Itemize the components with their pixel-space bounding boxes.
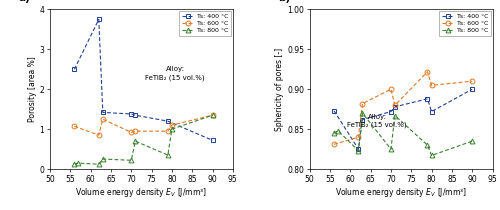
Ts: 400 °C: (79, 1.2): 400 °C: (79, 1.2) — [165, 120, 171, 122]
Line: Ts: 800 °C: Ts: 800 °C — [72, 113, 215, 167]
Ts: 800 °C: (56, 0.13): 800 °C: (56, 0.13) — [72, 163, 78, 165]
Ts: 600 °C: (62, 0.84): 600 °C: (62, 0.84) — [356, 136, 362, 138]
Line: Ts: 600 °C: Ts: 600 °C — [72, 113, 215, 138]
Ts: 800 °C: (71, 0.867): 800 °C: (71, 0.867) — [392, 114, 398, 117]
Ts: 400 °C: (70, 1.38): 400 °C: (70, 1.38) — [128, 113, 134, 115]
Ts: 400 °C: (70, 0.872): 400 °C: (70, 0.872) — [388, 110, 394, 113]
Ts: 400 °C: (79, 0.888): 400 °C: (79, 0.888) — [424, 98, 430, 100]
Y-axis label: Porosity [area %]: Porosity [area %] — [28, 56, 37, 122]
Ts: 600 °C: (63, 1.25): 600 °C: (63, 1.25) — [100, 118, 106, 121]
Ts: 800 °C: (57, 0.848): 800 °C: (57, 0.848) — [335, 130, 341, 132]
Ts: 800 °C: (80, 0.817): 800 °C: (80, 0.817) — [428, 154, 434, 157]
Ts: 400 °C: (56, 0.873): 400 °C: (56, 0.873) — [331, 110, 337, 112]
Ts: 400 °C: (63, 1.42): 400 °C: (63, 1.42) — [100, 111, 106, 114]
Ts: 600 °C: (56, 0.831): 600 °C: (56, 0.831) — [331, 143, 337, 146]
Legend: Ts: 400 °C, Ts: 600 °C, Ts: 800 °C: Ts: 400 °C, Ts: 600 °C, Ts: 800 °C — [439, 11, 490, 35]
Ts: 600 °C: (80, 0.905): 600 °C: (80, 0.905) — [428, 84, 434, 87]
Ts: 800 °C: (62, 0.12): 800 °C: (62, 0.12) — [96, 163, 102, 165]
Ts: 400 °C: (63, 0.862): 400 °C: (63, 0.862) — [360, 118, 366, 121]
Ts: 800 °C: (63, 0.25): 800 °C: (63, 0.25) — [100, 158, 106, 160]
Text: Alloy:
FeTiB₂ (15 vol.%): Alloy: FeTiB₂ (15 vol.%) — [348, 114, 407, 129]
Ts: 600 °C: (79, 0.922): 600 °C: (79, 0.922) — [424, 70, 430, 73]
Line: Ts: 400 °C: Ts: 400 °C — [332, 87, 474, 152]
Line: Ts: 600 °C: Ts: 600 °C — [332, 69, 474, 147]
Ts: 800 °C: (90, 0.835): 800 °C: (90, 0.835) — [469, 140, 475, 142]
Ts: 600 °C: (90, 1.35): 600 °C: (90, 1.35) — [210, 114, 216, 116]
Ts: 600 °C: (71, 0.88): 600 °C: (71, 0.88) — [392, 104, 398, 106]
Ts: 600 °C: (62, 0.85): 600 °C: (62, 0.85) — [96, 134, 102, 136]
Line: Ts: 400 °C: Ts: 400 °C — [72, 17, 215, 143]
Text: a): a) — [19, 0, 31, 3]
Ts: 400 °C: (56, 2.5): 400 °C: (56, 2.5) — [72, 68, 78, 71]
Text: b): b) — [278, 0, 291, 3]
Ts: 800 °C: (57, 0.15): 800 °C: (57, 0.15) — [76, 162, 82, 164]
Ts: 800 °C: (80, 1): 800 °C: (80, 1) — [169, 128, 175, 130]
Ts: 800 °C: (71, 0.7): 800 °C: (71, 0.7) — [132, 140, 138, 142]
Ts: 600 °C: (80, 1.1): 600 °C: (80, 1.1) — [169, 124, 175, 126]
Text: Alloy:
FeTiB₂ (15 vol.%): Alloy: FeTiB₂ (15 vol.%) — [146, 66, 205, 81]
Ts: 400 °C: (80, 0.872): 400 °C: (80, 0.872) — [428, 110, 434, 113]
Ts: 800 °C: (63, 0.87): 800 °C: (63, 0.87) — [360, 112, 366, 114]
Ts: 600 °C: (90, 0.91): 600 °C: (90, 0.91) — [469, 80, 475, 83]
Ts: 800 °C: (56, 0.845): 800 °C: (56, 0.845) — [331, 132, 337, 134]
Ts: 800 °C: (70, 0.825): 800 °C: (70, 0.825) — [388, 148, 394, 150]
Y-axis label: Sphericity of pores [-]: Sphericity of pores [-] — [276, 48, 284, 131]
Ts: 400 °C: (90, 0.72): 400 °C: (90, 0.72) — [210, 139, 216, 142]
Ts: 800 °C: (70, 0.22): 800 °C: (70, 0.22) — [128, 159, 134, 161]
Ts: 600 °C: (70, 0.9): 600 °C: (70, 0.9) — [388, 88, 394, 91]
Ts: 400 °C: (62, 0.825): 400 °C: (62, 0.825) — [356, 148, 362, 150]
Ts: 400 °C: (90, 0.9): 400 °C: (90, 0.9) — [469, 88, 475, 91]
Line: Ts: 800 °C: Ts: 800 °C — [332, 111, 474, 158]
Ts: 800 °C: (79, 0.35): 800 °C: (79, 0.35) — [165, 154, 171, 156]
Ts: 400 °C: (62, 3.75): 400 °C: (62, 3.75) — [96, 18, 102, 21]
Ts: 800 °C: (79, 0.83): 800 °C: (79, 0.83) — [424, 144, 430, 146]
Legend: Ts: 400 °C, Ts: 600 °C, Ts: 800 °C: Ts: 400 °C, Ts: 600 °C, Ts: 800 °C — [180, 11, 231, 35]
Ts: 800 °C: (62, 0.823): 800 °C: (62, 0.823) — [356, 150, 362, 152]
Ts: 800 °C: (90, 1.35): 800 °C: (90, 1.35) — [210, 114, 216, 116]
X-axis label: Volume energy density $E_V$ [J/mm³]: Volume energy density $E_V$ [J/mm³] — [76, 186, 208, 199]
Ts: 600 °C: (79, 0.95): 600 °C: (79, 0.95) — [165, 130, 171, 133]
Ts: 600 °C: (71, 0.95): 600 °C: (71, 0.95) — [132, 130, 138, 133]
X-axis label: Volume energy density $E_V$ [J/mm³]: Volume energy density $E_V$ [J/mm³] — [335, 186, 467, 199]
Ts: 600 °C: (63, 0.882): 600 °C: (63, 0.882) — [360, 102, 366, 105]
Ts: 600 °C: (70, 0.92): 600 °C: (70, 0.92) — [128, 131, 134, 134]
Ts: 400 °C: (71, 1.35): 400 °C: (71, 1.35) — [132, 114, 138, 116]
Ts: 400 °C: (71, 0.878): 400 °C: (71, 0.878) — [392, 106, 398, 108]
Ts: 600 °C: (56, 1.07): 600 °C: (56, 1.07) — [72, 125, 78, 128]
